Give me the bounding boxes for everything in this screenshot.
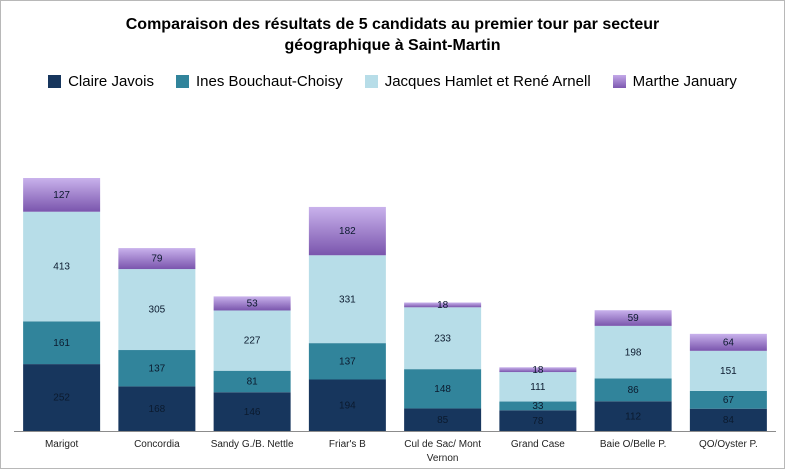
bar-segment [118,350,196,387]
data-label: 85 [437,415,449,426]
bar-segment [308,206,386,256]
data-label: 151 [720,366,737,377]
bar-segment [689,408,767,431]
bar-segment [118,269,196,351]
x-tick-label: Marigot [45,439,79,450]
bar-segment [404,307,482,370]
bar-segment [213,310,291,371]
x-tick-label: Friar's B [329,439,366,450]
bar-segment [689,333,767,351]
bar-segment [118,386,196,431]
data-label: 252 [53,393,70,404]
data-label: 33 [532,401,544,412]
bar-segment [308,255,386,344]
data-label: 194 [339,400,356,411]
x-tick-label: Sandy G./B. Nettle [211,439,294,450]
data-label: 146 [244,407,261,418]
bar-segment [594,378,672,402]
data-label: 413 [53,262,70,273]
legend-label: Jacques Hamlet et René Arnell [384,73,591,90]
bar-segment [213,370,291,393]
bar-segment [23,178,101,212]
data-label: 59 [628,313,640,324]
legend-swatch [48,75,62,88]
x-tick-label: Grand Case [511,439,565,450]
bar-segment [118,248,196,270]
data-label: 78 [532,416,544,427]
legend-item-ines-bouchaut-choisy: Ines Bouchaut-Choisy [175,73,343,90]
data-label: 182 [339,226,356,237]
data-label: 137 [149,363,166,374]
x-tick-label: Cul de Sac/ Mont [404,439,481,450]
x-tick-label: Concordia [134,439,180,450]
data-label: 127 [53,190,70,201]
legend-swatch [175,75,189,88]
bar-segment [404,369,482,409]
bar-segment [499,410,577,431]
data-label: 64 [723,337,735,348]
data-label: 79 [151,254,163,265]
data-label: 67 [723,395,735,406]
data-label: 111 [530,382,546,393]
data-label: 112 [625,411,641,422]
data-label: 18 [532,365,544,376]
bar-segment [23,321,101,365]
data-label: 161 [53,338,70,349]
bar-segment [404,408,482,431]
data-label: 84 [723,415,735,426]
bar-segment [404,302,482,308]
legend-label: Claire Javois [68,73,154,90]
bar-segment [213,296,291,311]
legend-swatch [612,75,626,88]
data-label: 81 [247,377,259,388]
data-label: 53 [247,299,259,310]
data-label: 227 [244,336,261,347]
bar-segment [689,350,767,391]
legend-item-jacques-hamlet: Jacques Hamlet et René Arnell [364,73,591,90]
legend-label: Marthe January [632,73,737,90]
legend-item-marthe-january: Marthe January [612,73,737,90]
bar-segment [594,310,672,326]
bar-segment [308,379,386,431]
bar-segment [213,392,291,431]
data-label: 331 [339,294,356,305]
data-label: 168 [149,404,166,415]
bar-segment [23,364,101,431]
legend-swatch [364,75,378,88]
chart-title-line-2: géographique à Saint-Martin [284,37,501,54]
legend-item-claire-javois: Claire Javois [48,73,154,90]
bar-segment [499,372,577,402]
x-tick-label: Vernon [427,453,459,464]
bar-segment [23,211,101,322]
data-label: 86 [628,385,640,396]
x-tick-label: Baie O/Belle P. [600,439,667,450]
bar-segment [689,390,767,409]
bar-segment [594,325,672,379]
data-label: 18 [437,300,449,311]
chart-title: Comparaison des résultats de 5 candidats… [0,14,785,56]
data-label: 233 [434,333,451,344]
legend-label: Ines Bouchaut-Choisy [195,73,343,90]
x-tick-label: QO/Oyster P. [699,439,758,450]
data-label: 198 [625,347,642,358]
data-label: 137 [339,356,356,367]
bar-segment [499,401,577,411]
chart-legend: Claire Javois Ines Bouchaut-Choisy Jacqu… [0,73,785,90]
bar-segment [308,343,386,380]
data-label: 148 [434,384,451,395]
bar-segment [499,367,577,373]
bar-segment [594,401,672,431]
data-label: 305 [149,305,166,316]
chart-title-line-1: Comparaison des résultats de 5 candidats… [125,16,660,33]
